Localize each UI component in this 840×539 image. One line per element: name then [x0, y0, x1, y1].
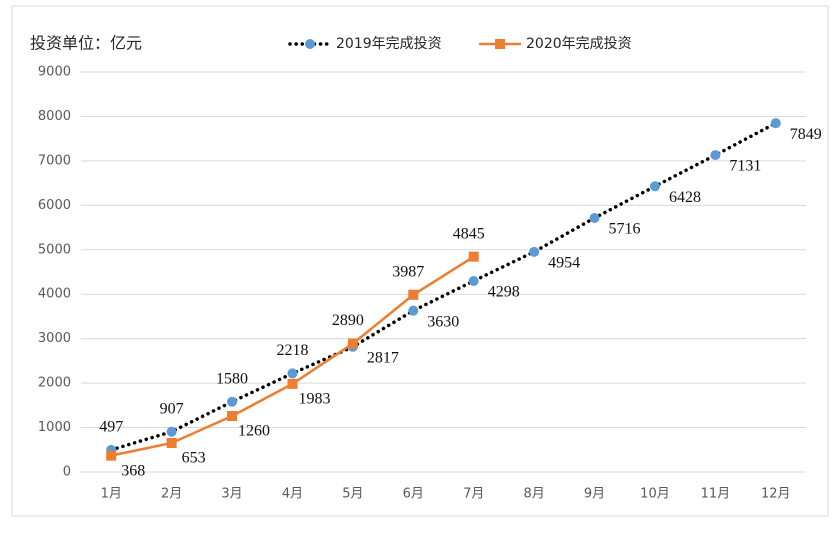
point [287, 378, 298, 389]
data-label: 653 [182, 450, 206, 467]
point [166, 437, 177, 448]
data-label: 6428 [669, 189, 701, 206]
y-tick-label: 6000 [38, 198, 71, 213]
x-tick-label: 11月 [701, 487, 731, 502]
y-tick-label: 1000 [38, 420, 71, 435]
point [710, 150, 721, 161]
point [305, 39, 315, 49]
y-tick-label: 2000 [38, 376, 71, 391]
y-tick-label: 5000 [38, 242, 71, 257]
data-label: 1580 [216, 370, 248, 387]
data-label: 7849 [790, 126, 822, 143]
data-label: 3987 [392, 263, 424, 280]
point [227, 396, 238, 407]
data-label: 2218 [276, 342, 308, 359]
data-label: 497 [99, 419, 123, 436]
x-tick-label: 5月 [342, 487, 363, 502]
point [495, 39, 505, 49]
legend-label: 2019年完成投资 [336, 36, 442, 52]
point [287, 368, 298, 379]
data-label: 2890 [332, 312, 364, 329]
y-tick-label: 8000 [38, 109, 71, 124]
point [770, 118, 781, 129]
x-tick-label: 9月 [584, 487, 605, 502]
legend-label: 2020年完成投资 [526, 36, 632, 52]
point [468, 275, 479, 286]
y-tick-label: 4000 [38, 287, 71, 302]
x-tick-label: 1月 [101, 487, 122, 502]
data-label: 7131 [729, 158, 761, 175]
point [166, 426, 177, 437]
point [408, 305, 419, 316]
data-label: 2817 [367, 349, 399, 366]
point [227, 411, 238, 421]
point [408, 289, 419, 300]
data-label: 4954 [548, 254, 580, 271]
point [106, 450, 117, 461]
point [468, 251, 479, 262]
data-label: 4298 [488, 284, 520, 301]
x-tick-label: 8月 [523, 487, 544, 502]
point [347, 338, 358, 349]
x-tick-label: 3月 [221, 487, 242, 502]
unit-label: 投资单位：亿元 [30, 34, 142, 53]
y-tick-label: 7000 [38, 153, 71, 168]
data-label: 907 [160, 400, 184, 417]
data-label: 3630 [427, 313, 459, 330]
point [649, 181, 660, 192]
point [529, 246, 540, 257]
x-tick-label: 7月 [463, 487, 484, 502]
series-line [109, 121, 778, 452]
x-tick-label: 10月 [640, 487, 670, 502]
data-label: 1260 [238, 423, 270, 440]
data-label: 368 [121, 462, 145, 479]
x-tick-label: 2月 [161, 487, 182, 502]
point [589, 212, 600, 223]
x-tick-label: 6月 [403, 487, 424, 502]
y-tick-label: 0 [63, 465, 71, 480]
x-tick-label: 12月 [761, 487, 791, 502]
x-tick-label: 4月 [282, 487, 303, 502]
y-tick-label: 3000 [38, 331, 71, 346]
chart-border [11, 5, 829, 517]
data-label: 1983 [298, 391, 330, 408]
data-label: 5716 [609, 221, 641, 238]
data-label: 4845 [453, 225, 485, 242]
y-tick-label: 9000 [38, 65, 71, 80]
